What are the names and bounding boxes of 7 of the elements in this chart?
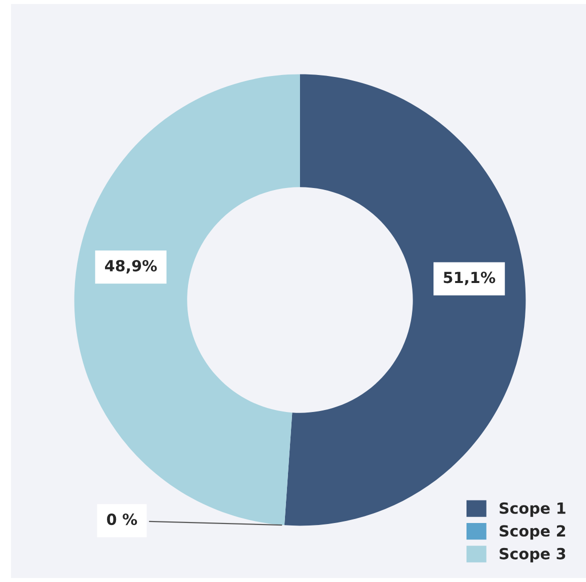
data-label: 51,1% [444,272,496,286]
data-label: 48,9% [105,260,157,274]
legend-label: Scope 2 [500,525,566,540]
legend-label: Scope 3 [500,548,566,562]
legend-label: Scope 1 [500,502,566,517]
donut-slice [74,74,300,526]
text: 0 % [107,514,138,526]
